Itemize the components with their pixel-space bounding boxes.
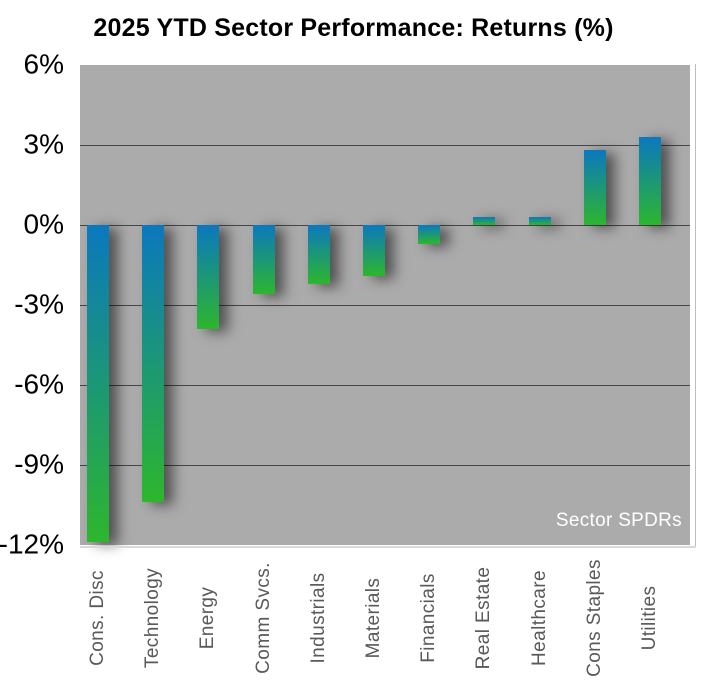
bar-healthcare — [528, 217, 551, 225]
plot-right-edge-line — [695, 64, 696, 548]
bar-comm-svcs — [252, 225, 275, 295]
x-axis-label-cons-staples: Cons Staples — [583, 559, 605, 677]
bar-cons-disc — [87, 225, 109, 543]
y-axis: 6% 3% 0% -3% -6% -9% -12% — [0, 48, 80, 559]
bar-materials — [363, 225, 385, 276]
plot-area: Sector SPDRs — [80, 65, 690, 545]
y-tick-label--12: -12% — [0, 528, 64, 560]
x-axis-label-technology: Technology — [142, 567, 164, 669]
x-axis-label-energy: Energy — [197, 586, 219, 650]
bar-utilities — [639, 137, 661, 225]
y-tick-label-0: 0% — [23, 208, 64, 240]
gridline--3 — [80, 305, 690, 306]
y-tick-label-3: 3% — [23, 128, 64, 160]
plot-bottom-edge-line — [80, 546, 696, 548]
watermark-sector-spdrs: Sector SPDRs — [555, 510, 682, 531]
y-tick-label--6: -6% — [14, 368, 64, 400]
chart-title: 2025 YTD Sector Performance: Returns (%) — [93, 14, 614, 42]
x-axis-label-utilities: Utilities — [639, 585, 660, 651]
x-axis-label-real-estate: Real Estate — [473, 566, 495, 670]
bar-energy — [197, 225, 220, 329]
x-axis-label-financials: Financials — [418, 573, 440, 663]
x-axis-label-comm-svcs: Comm Svcs. — [252, 562, 274, 674]
gridline--6 — [80, 385, 690, 386]
bar-technology — [142, 225, 165, 503]
y-tick-label-6: 6% — [23, 48, 64, 80]
bar-financials — [418, 225, 441, 244]
gridline-3 — [80, 145, 690, 146]
y-tick-label--9: -9% — [14, 448, 64, 480]
bar-real-estate — [473, 217, 496, 225]
x-axis-label-cons-disc: Cons. Disc — [87, 570, 108, 666]
x-axis-label-healthcare: Healthcare — [528, 570, 550, 666]
x-axis-label-materials: Materials — [363, 577, 384, 659]
x-axis-label-industrials: Industrials — [307, 572, 329, 664]
bar-industrials — [307, 225, 330, 284]
y-tick-label--3: -3% — [14, 288, 64, 320]
gridline--9 — [80, 465, 690, 466]
gridline-0 — [80, 225, 690, 226]
bar-cons-staples — [583, 150, 606, 225]
